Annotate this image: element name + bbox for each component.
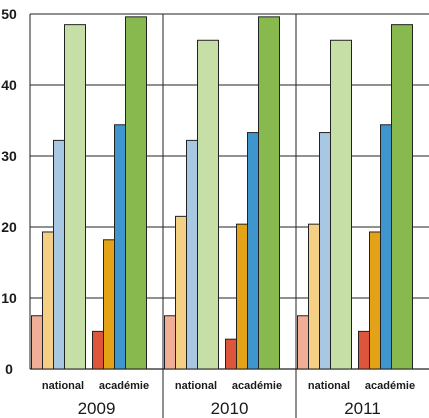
y-tick-label-20: 20 bbox=[1, 219, 17, 235]
x-group-label-2010: 2010 bbox=[211, 399, 249, 418]
bar-2009-académie-4 bbox=[125, 16, 147, 370]
x-group-label-2009: 2009 bbox=[78, 399, 116, 418]
bar-2011-national-4 bbox=[330, 39, 352, 370]
bar-2010-académie-4 bbox=[258, 16, 280, 370]
x-group-label-2011: 2011 bbox=[344, 399, 381, 418]
y-tick-label-30: 30 bbox=[1, 148, 17, 164]
y-tick-label-50: 50 bbox=[1, 6, 17, 22]
y-tick-label-40: 40 bbox=[1, 77, 17, 93]
bar-2010-national-4 bbox=[197, 39, 219, 370]
x-sublabel-2011-national: national bbox=[308, 380, 350, 392]
x-sublabel-2009-académie: académie bbox=[99, 380, 149, 392]
bar-2009-national-4 bbox=[64, 24, 86, 370]
y-tick-label-0: 0 bbox=[5, 361, 13, 377]
x-sublabel-2010-académie: académie bbox=[232, 380, 282, 392]
x-sublabel-2010-national: national bbox=[175, 380, 217, 392]
bar-2011-académie-4 bbox=[391, 24, 413, 370]
x-sublabel-2011-académie: académie bbox=[365, 380, 415, 392]
x-sublabel-2009-national: national bbox=[42, 380, 84, 392]
y-tick-label-10: 10 bbox=[1, 290, 17, 306]
